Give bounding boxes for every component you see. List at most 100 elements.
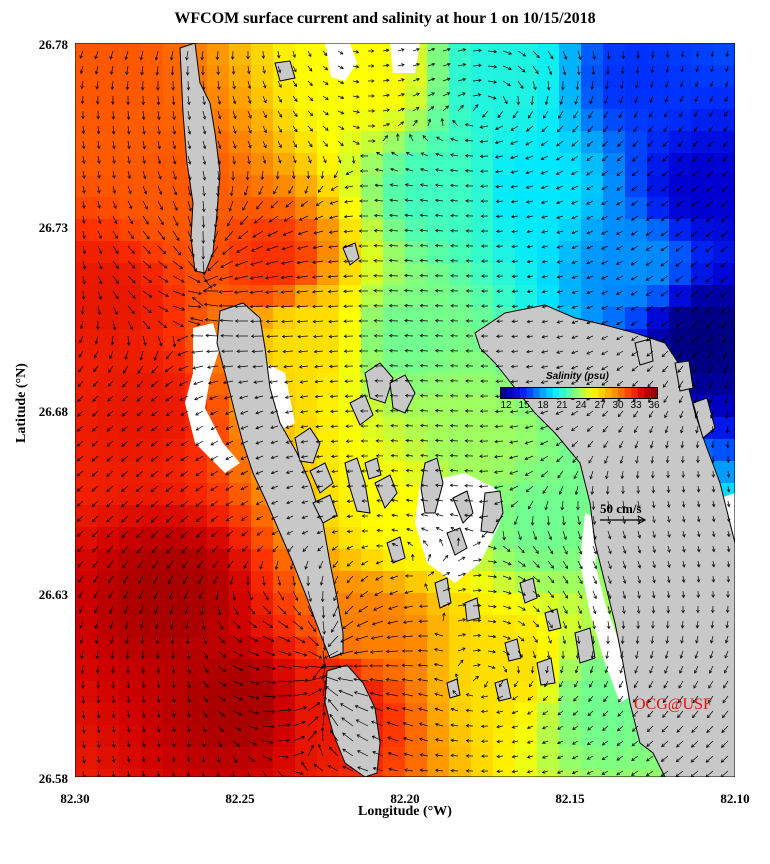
current-vector-head — [633, 128, 637, 133]
current-vector-head — [198, 580, 202, 585]
current-vector-head — [705, 263, 710, 268]
current-vector-head — [593, 536, 597, 540]
current-vector — [724, 665, 729, 674]
current-vector-head — [726, 563, 731, 568]
current-vector — [270, 395, 279, 399]
current-vector — [406, 484, 414, 487]
current-vector-head — [677, 143, 682, 147]
current-vector — [677, 695, 684, 703]
current-vector — [510, 410, 519, 413]
current-vector — [616, 215, 624, 221]
current-vector-head — [709, 655, 713, 659]
current-vector-head — [492, 634, 497, 639]
current-vector — [97, 305, 101, 315]
current-vector — [331, 470, 339, 473]
current-vector-head — [329, 215, 333, 220]
current-vector-head — [201, 256, 206, 260]
current-vector-head — [233, 290, 238, 295]
salinity-cell — [581, 109, 604, 132]
current-vector — [517, 665, 520, 674]
current-vector — [151, 440, 159, 447]
current-vector-head — [652, 549, 656, 554]
current-vector-head — [312, 304, 316, 309]
current-vector-head — [212, 239, 217, 244]
current-vector-head — [205, 669, 209, 674]
current-vector-head — [139, 625, 144, 630]
current-vector — [652, 590, 655, 598]
current-vector — [157, 170, 162, 180]
current-vector — [405, 425, 414, 427]
current-vector-head — [618, 114, 622, 119]
current-vector — [727, 545, 730, 552]
current-vector — [631, 350, 639, 356]
current-vector — [287, 530, 294, 535]
current-vector — [328, 260, 339, 263]
current-vector-head — [607, 610, 612, 615]
current-vector — [207, 260, 219, 272]
chart-title: WFCOM surface current and salinity at ho… — [174, 10, 596, 27]
current-vector — [220, 320, 234, 322]
current-vector-head — [620, 85, 624, 90]
salinity-cell — [97, 637, 120, 660]
current-vector-head — [194, 396, 198, 401]
current-vector — [127, 125, 130, 135]
current-vector-head — [312, 319, 316, 324]
salinity-cell — [449, 197, 472, 220]
current-vector-head — [265, 319, 270, 324]
current-vector-head — [375, 409, 379, 413]
current-vector — [78, 590, 84, 598]
current-vector-head — [571, 335, 575, 340]
current-vector — [354, 650, 369, 654]
current-vector — [270, 425, 279, 429]
current-vector — [92, 410, 99, 417]
current-vector-head — [722, 158, 727, 162]
current-vector — [457, 633, 466, 637]
current-vector — [292, 125, 298, 132]
current-vector — [472, 649, 481, 652]
current-vector — [139, 605, 144, 614]
current-vector — [281, 320, 294, 323]
current-vector-head — [242, 207, 246, 211]
current-vector-head — [604, 684, 608, 688]
current-vector-head — [153, 357, 158, 361]
current-vector — [344, 215, 354, 218]
current-vector-head — [97, 205, 101, 209]
current-vector-head — [172, 145, 177, 150]
current-vector-head — [571, 275, 576, 279]
current-vector — [517, 560, 526, 567]
current-vector-head — [559, 683, 563, 688]
salinity-cell — [559, 681, 582, 704]
current-vector — [677, 155, 684, 162]
current-vector — [511, 215, 519, 218]
current-vector — [318, 560, 324, 569]
current-vector-head — [465, 229, 469, 233]
current-vector — [110, 50, 114, 60]
current-vector — [338, 677, 354, 682]
current-vector — [494, 455, 504, 458]
current-vector — [510, 500, 519, 508]
current-vector-head — [536, 593, 541, 598]
current-vector-head — [311, 275, 316, 279]
current-vector — [531, 665, 534, 674]
current-vector-head — [465, 319, 470, 323]
current-vector — [391, 485, 399, 487]
current-vector-head — [586, 216, 590, 220]
current-vector-head — [682, 548, 686, 553]
current-vector — [495, 125, 504, 130]
current-vector-head — [434, 258, 439, 263]
salinity-cell — [449, 769, 472, 777]
current-vector — [497, 110, 504, 118]
current-vector — [256, 515, 264, 521]
current-vector-head — [316, 530, 321, 535]
current-vector-head — [172, 343, 177, 348]
current-vector — [727, 500, 730, 507]
current-vector — [590, 665, 594, 673]
current-vector-head — [359, 593, 364, 598]
current-vector — [577, 605, 582, 614]
current-vector-head — [604, 100, 608, 105]
current-vector — [292, 679, 308, 682]
current-vector-head — [637, 580, 642, 584]
current-vector — [284, 380, 294, 383]
current-vector-head — [519, 653, 523, 658]
salinity-cell — [163, 219, 186, 242]
